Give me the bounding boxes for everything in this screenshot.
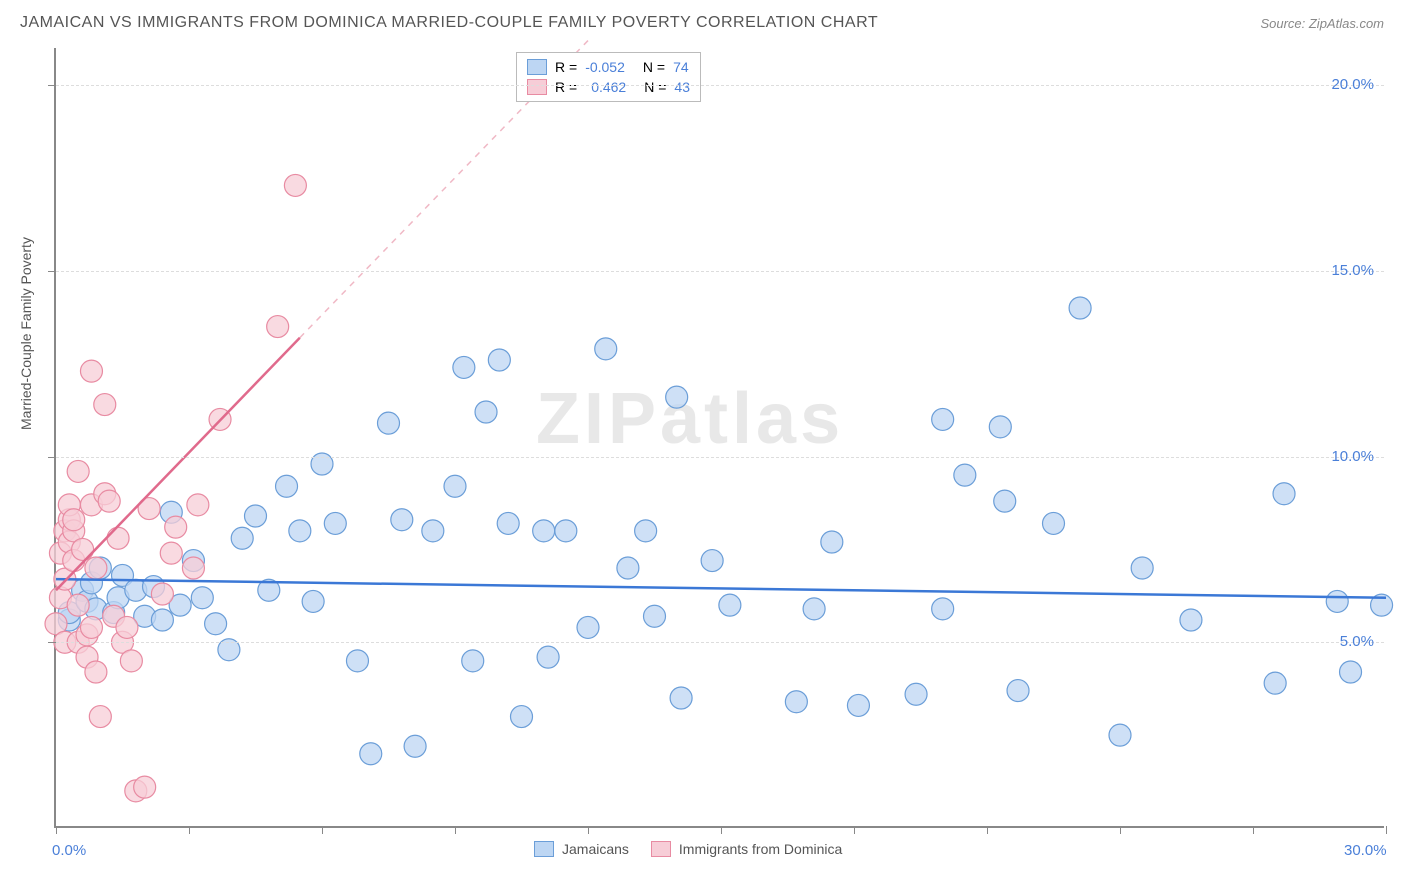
chart-container: JAMAICAN VS IMMIGRANTS FROM DOMINICA MAR…: [0, 0, 1406, 892]
legend-correlation: R = -0.052 N = 74 R = 0.462 N = 43: [516, 52, 701, 102]
chart-svg: [56, 48, 1384, 826]
x-tick-label: 0.0%: [52, 842, 86, 859]
y-axis-label: Married-Couple Family Poverty: [18, 237, 34, 430]
legend-item-series-2: Immigrants from Dominica: [651, 841, 842, 857]
swatch-bottom-series-1: [534, 841, 554, 857]
swatch-series-1: [527, 59, 547, 75]
r-label: R =: [555, 59, 577, 75]
y-tick-label: 20.0%: [1331, 76, 1374, 93]
chart-title: JAMAICAN VS IMMIGRANTS FROM DOMINICA MAR…: [20, 14, 878, 32]
legend-row-series-2: R = 0.462 N = 43: [527, 77, 690, 97]
legend-label-series-2: Immigrants from Dominica: [679, 841, 842, 857]
legend-series: Jamaicans Immigrants from Dominica: [534, 841, 842, 857]
swatch-bottom-series-2: [651, 841, 671, 857]
y-tick-label: 15.0%: [1331, 262, 1374, 279]
x-tick-label: 30.0%: [1344, 842, 1387, 859]
legend-item-series-1: Jamaicans: [534, 841, 629, 857]
source-attribution: Source: ZipAtlas.com: [1260, 16, 1384, 31]
n-label: N =: [643, 59, 665, 75]
y-tick-label: 10.0%: [1331, 448, 1374, 465]
r-value-series-1: -0.052: [585, 59, 625, 75]
swatch-series-2: [527, 79, 547, 95]
plot-area: ZIPatlas R = -0.052 N = 74 R = 0.462 N =…: [54, 48, 1384, 828]
legend-label-series-1: Jamaicans: [562, 841, 629, 857]
r-value-series-2: 0.462: [591, 79, 626, 95]
n-value-series-1: 74: [673, 59, 689, 75]
y-tick-label: 5.0%: [1340, 633, 1374, 650]
n-label: N =: [644, 79, 666, 95]
n-value-series-2: 43: [674, 79, 690, 95]
r-label: R =: [555, 79, 577, 95]
legend-row-series-1: R = -0.052 N = 74: [527, 57, 690, 77]
